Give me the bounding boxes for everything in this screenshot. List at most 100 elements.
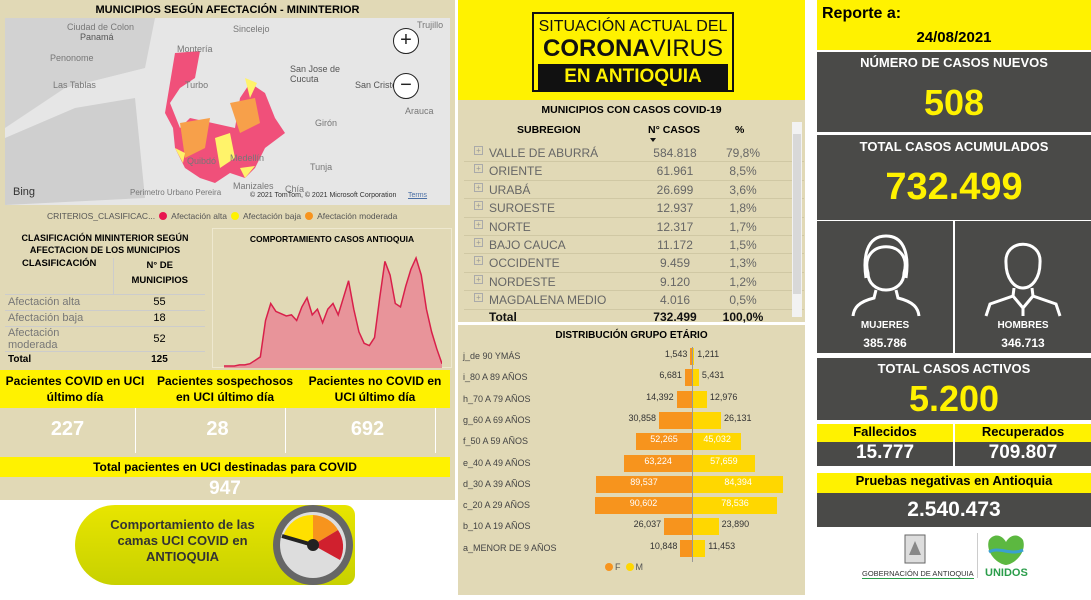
row-value: 18 <box>153 312 166 324</box>
subregion-cases: 12.317 <box>656 219 694 234</box>
subregion-cases: 12.937 <box>656 201 694 216</box>
subregion-title: MUNICIPIOS CON CASOS COVID-19 <box>541 104 722 116</box>
subregion-row[interactable]: + MAGDALENA MEDIO 4.016 0,5% <box>464 291 804 310</box>
mujeres-label: MUJERES <box>860 320 910 331</box>
bar-m-label: 23,890 <box>721 519 750 530</box>
row-value: 52 <box>153 332 166 345</box>
age-label: f_50 A 59 AÑOS <box>463 436 529 447</box>
map-title: MUNICIPIOS SEGÚN AFECTACIÓN - MININTERIO… <box>95 4 360 16</box>
expand-icon[interactable]: + <box>474 256 483 266</box>
subregion-pct: 8,5% <box>729 164 757 179</box>
age-label: j_de 90 YMÁS <box>463 351 521 361</box>
bar-m <box>693 475 784 493</box>
subregion-name: SUROESTE <box>489 201 556 216</box>
col-header-casos[interactable]: N° CASOS <box>648 124 701 136</box>
map-label: Turbo <box>185 80 209 90</box>
subregion-row[interactable]: + VALLE DE ABURRÁ 584.818 79,8% <box>464 144 804 163</box>
expand-icon[interactable]: + <box>474 146 483 155</box>
table-scrollbar[interactable] <box>792 122 802 317</box>
kpi-mujeres <box>817 221 953 353</box>
age-legend: F M <box>605 562 643 572</box>
uci-card-value: 227 <box>50 418 85 440</box>
bar-f-label: 14,392 <box>646 391 674 402</box>
acum-value: 732.499 <box>885 166 1023 208</box>
terms-link[interactable]: Terms <box>408 192 428 199</box>
subregion-row[interactable]: + SUROESTE 12.937 1,8% <box>464 199 804 218</box>
expand-icon[interactable]: + <box>474 293 483 303</box>
col-header: N° DE MUNICIPIOS <box>131 260 188 286</box>
map-shapes <box>5 18 285 205</box>
legend-dot-f <box>605 563 613 571</box>
age-label: a_MENOR DE 9 AÑOS <box>463 542 557 553</box>
header-corona: CORONA <box>542 35 650 62</box>
subregion-pct: 1,3% <box>729 256 757 271</box>
legend-label: Afectación moderada <box>317 211 398 221</box>
comportamiento-title: COMPORTAMIENTO CASOS ANTIOQUIA <box>249 234 415 244</box>
map-label: Ciudad de Colon <box>67 22 135 32</box>
map[interactable]: Ciudad de Colon Panamá Penonome Las Tabl… <box>5 18 450 205</box>
bar-m-label: 84,394 <box>724 476 752 487</box>
row-label: Afectación baja <box>8 312 84 324</box>
uci-total-value: 947 <box>209 478 241 499</box>
scroll-thumb[interactable] <box>793 134 801 294</box>
negativas-label: Pruebas negativas en Antioquia <box>817 473 1091 493</box>
expand-icon[interactable]: + <box>474 201 483 211</box>
expand-icon[interactable]: + <box>474 164 483 174</box>
bar-f-label: 63,224 <box>644 455 672 466</box>
kpi-acumulados <box>817 135 1091 220</box>
bar-m-label: 57,659 <box>710 455 738 466</box>
subregion-cases: 26.699 <box>656 182 694 197</box>
subregion-row[interactable]: + NORDESTE 9.120 1,2% <box>464 273 804 292</box>
age-pyramid-chart: j_de 90 YMÁS 1,543 1,211 i_80 A 89 AÑOS 6,68… <box>458 325 805 595</box>
subregion-total-row: Total 732.499 100,0% <box>464 308 804 326</box>
bar-f <box>658 411 692 429</box>
activos-label: TOTAL CASOS ACTIVOS <box>877 361 1031 376</box>
bar-m <box>693 518 719 536</box>
age-chart-title: DISTRIBUCIÓN GRUPO ETÁRIO <box>555 330 708 341</box>
nuevos-value: 508 <box>923 82 985 123</box>
zoom-out-button[interactable]: − <box>393 73 419 99</box>
expand-icon[interactable]: + <box>474 274 483 284</box>
map-label: Chía <box>285 184 305 194</box>
uci-card-divider <box>285 408 286 453</box>
subregion-panel <box>458 100 805 322</box>
map-label: Arauca <box>405 106 434 116</box>
subregion-row[interactable]: + OCCIDENTE 9.459 1,3% <box>464 254 804 273</box>
total-value: 125 <box>151 353 168 365</box>
clasificacion-title: CLASIFICACIÓN MININTERIOR SEGÚN AFECTACI… <box>21 233 189 255</box>
bar-f-label: 52,265 <box>650 434 678 445</box>
expand-icon[interactable]: + <box>474 219 483 229</box>
header-line1: SITUACIÓN ACTUAL DEL <box>538 18 728 35</box>
subregion-row[interactable]: + ORIENTE 61.961 8,5% <box>464 162 804 181</box>
subregion-row[interactable]: + NORTE 12.317 1,7% <box>464 218 804 236</box>
bar-f-label: 6,681 <box>659 370 682 381</box>
bar-m <box>693 454 755 472</box>
logo-divider <box>977 533 978 578</box>
zoom-in-button[interactable]: + <box>393 28 419 54</box>
age-label: d_30 A 39 AÑOS <box>463 478 531 489</box>
bar-m <box>693 497 778 515</box>
bar-m <box>693 390 707 408</box>
subregion-row[interactable]: + URABÁ 26.699 3,6% <box>464 181 804 200</box>
gauge-icon <box>273 505 353 585</box>
age-label: b_10 A 19 AÑOS <box>463 521 531 532</box>
expand-icon[interactable]: + <box>474 182 483 192</box>
man-icon <box>984 242 1062 317</box>
bar-f <box>624 454 692 472</box>
subregion-pct: 1,8% <box>729 201 757 216</box>
map-label: Girón <box>315 118 338 128</box>
uci-card-label: Pacientes no COVID en UCI último día <box>308 374 442 404</box>
subregion-name: URABÁ <box>489 182 531 197</box>
subregion-cases: 9.459 <box>659 256 691 271</box>
subregion-name: NORDESTE <box>489 274 556 289</box>
area-fill <box>224 258 442 368</box>
total-pct: 100,0% <box>722 309 764 324</box>
area-line <box>224 255 442 367</box>
bar-f-label: 89,537 <box>630 476 658 487</box>
legend-label: Afectación baja <box>242 211 302 221</box>
subregion-row[interactable]: + BAJO CAUCA 11.172 1,5% <box>464 236 804 255</box>
pyramid-axis <box>692 347 693 562</box>
expand-icon[interactable]: + <box>474 238 483 247</box>
total-label: Total <box>489 309 517 324</box>
age-label: e_40 A 49 AÑOS <box>463 457 531 468</box>
